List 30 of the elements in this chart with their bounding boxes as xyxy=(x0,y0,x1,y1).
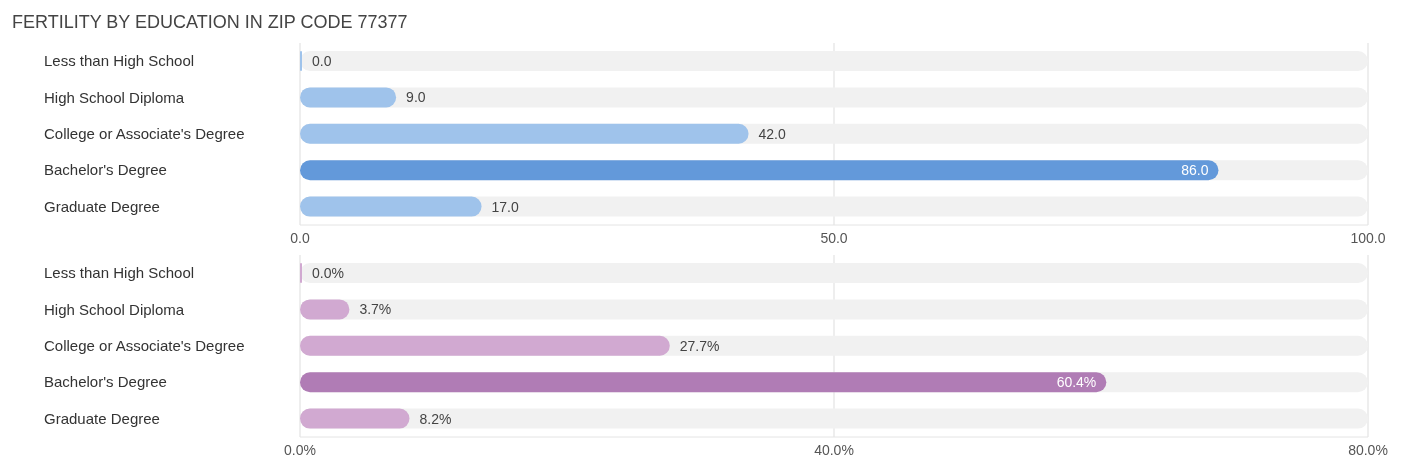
y-tick-label: Graduate Degree xyxy=(44,197,160,215)
y-tick-label: College or Associate's Degree xyxy=(44,337,245,354)
y-tick-label: High School Diploma xyxy=(44,88,185,106)
chart-title: FERTILITY BY EDUCATION IN ZIP CODE 77377 xyxy=(11,11,409,34)
y-tick-label: High School Diploma xyxy=(44,300,185,318)
y-tick-label: Bachelor's Degree xyxy=(44,373,167,391)
data-label: 0.0 xyxy=(312,53,332,69)
data-label: 42.0 xyxy=(758,125,787,142)
x-tick-label: 0.0 xyxy=(290,229,310,246)
y-tick-label: Graduate Degree xyxy=(44,409,160,427)
y-tick-label: College or Associate's Degree xyxy=(44,125,245,142)
data-label: 27.7% xyxy=(679,337,720,354)
data-label: 8.2% xyxy=(419,410,452,427)
data-label: 9.0 xyxy=(406,89,426,106)
x-tick-label: 100.0 xyxy=(1350,229,1386,246)
x-tick-label: 40.0% xyxy=(814,441,854,458)
data-label: 60.4% xyxy=(1056,374,1097,391)
data-label: 17.0 xyxy=(491,198,520,215)
data-label: 86.0 xyxy=(1181,162,1209,179)
x-tick-label: 0.0% xyxy=(284,441,316,458)
y-tick-label: Less than High School xyxy=(44,264,195,282)
bar xyxy=(300,408,410,429)
bar xyxy=(300,196,482,217)
x-tick-label: 80.0% xyxy=(1348,441,1388,458)
x-tick-label: 50.0 xyxy=(820,229,848,246)
data-label: 3.7% xyxy=(359,301,392,318)
y-tick-label: Bachelor's Degree xyxy=(44,161,167,179)
bar xyxy=(300,87,397,108)
y-tick-label: Less than High School xyxy=(44,52,195,70)
data-label: 0.0% xyxy=(312,265,344,281)
